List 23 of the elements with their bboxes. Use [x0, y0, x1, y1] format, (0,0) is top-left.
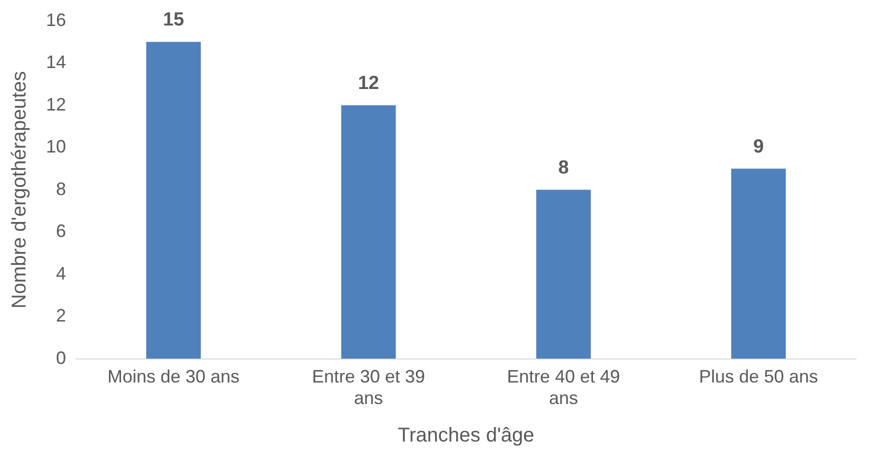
y-tick-label: 14 [46, 52, 66, 72]
data-label: 12 [358, 73, 380, 94]
x-tick-label: Entre 30 et 39 ans [312, 366, 426, 408]
bar [731, 168, 786, 359]
data-label: 8 [558, 158, 569, 179]
bar [536, 190, 591, 359]
bar [146, 42, 201, 359]
x-tick-label: Entre 40 et 49 ans [506, 366, 620, 408]
y-tick-label: 6 [56, 221, 66, 242]
data-label: 15 [162, 10, 185, 31]
data-label: 9 [753, 136, 764, 158]
y-tick-label: 12 [46, 94, 66, 114]
y-tick-label: 4 [56, 263, 66, 284]
y-axis-title: Nombre d'ergothérapeutes [8, 71, 31, 308]
y-tick-label: 8 [56, 178, 66, 199]
bar [341, 105, 396, 359]
x-axis-title: Tranches d'âge [398, 424, 534, 447]
y-tick-label: 16 [46, 10, 66, 30]
y-tick-label: 0 [56, 348, 66, 368]
y-tick-label: 2 [56, 306, 66, 326]
x-tick-label: Moins de 30 ans [107, 366, 240, 387]
x-tick-label: Plus de 50 ans [698, 366, 818, 387]
y-tick-label: 10 [46, 136, 66, 157]
